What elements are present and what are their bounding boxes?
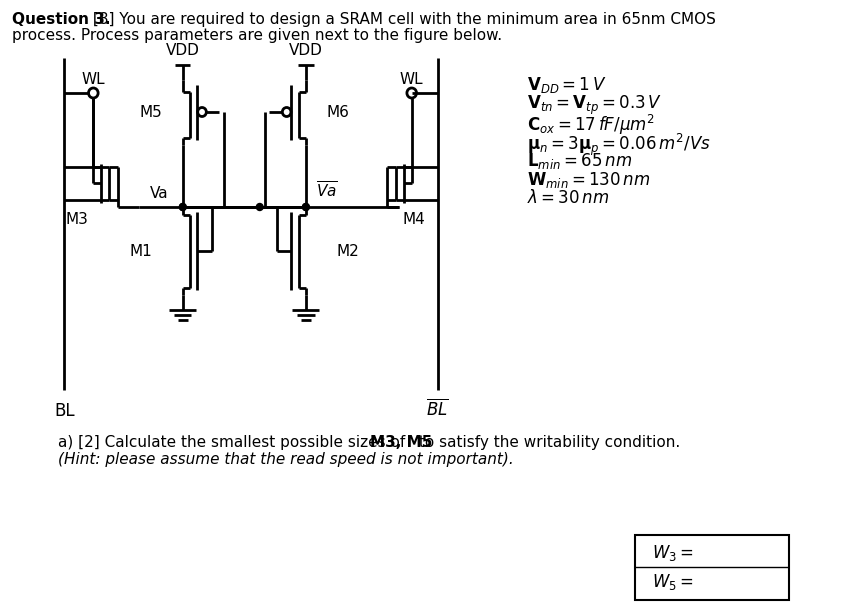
FancyBboxPatch shape — [635, 535, 789, 600]
Text: Va: Va — [149, 186, 168, 201]
Circle shape — [256, 204, 263, 210]
Text: $\overline{BL}$: $\overline{BL}$ — [426, 398, 449, 419]
Text: $\overline{Va}$: $\overline{Va}$ — [315, 181, 338, 201]
Circle shape — [302, 204, 309, 210]
Text: WL: WL — [400, 72, 423, 86]
Text: M3, M5: M3, M5 — [370, 435, 433, 450]
Text: M2: M2 — [337, 243, 359, 259]
Text: (Hint: please assume that the read speed is not important).: (Hint: please assume that the read speed… — [58, 452, 514, 467]
Text: $\mathbf{W}_{min} = 130\,nm$: $\mathbf{W}_{min} = 130\,nm$ — [527, 170, 650, 190]
Text: M5: M5 — [140, 104, 162, 120]
Text: M3: M3 — [65, 212, 88, 227]
Text: M4: M4 — [402, 212, 425, 227]
Text: to satisfy the writability condition.: to satisfy the writability condition. — [414, 435, 679, 450]
Text: $\mathbf{\mu}_n = 3\mathbf{\mu}_p = 0.06\,m^2/Vs$: $\mathbf{\mu}_n = 3\mathbf{\mu}_p = 0.06… — [527, 132, 711, 158]
Text: $\mathbf{V}_{tn} = \mathbf{V}_{tp} = 0.3\,V$: $\mathbf{V}_{tn} = \mathbf{V}_{tp} = 0.3… — [527, 94, 662, 117]
Text: Question 3.: Question 3. — [11, 12, 110, 27]
Text: $W_3 =$: $W_3 =$ — [652, 543, 694, 563]
Text: $\mathbf{C}_{ox} = 17\,fF/\mu m^2$: $\mathbf{C}_{ox} = 17\,fF/\mu m^2$ — [527, 113, 655, 137]
Text: a) [2] Calculate the smallest possible sizes of: a) [2] Calculate the smallest possible s… — [58, 435, 410, 450]
Text: BL: BL — [54, 402, 75, 420]
Text: VDD: VDD — [166, 43, 199, 58]
Text: VDD: VDD — [289, 43, 323, 58]
Text: $\mathbf{V}_{DD} = 1\,V$: $\mathbf{V}_{DD} = 1\,V$ — [527, 75, 606, 95]
Text: $W_5 =$: $W_5 =$ — [652, 572, 694, 592]
Circle shape — [180, 204, 186, 210]
Circle shape — [180, 204, 186, 210]
Text: WL: WL — [82, 72, 105, 86]
Text: $\mathbf{L}_{min} = 65\,nm$: $\mathbf{L}_{min} = 65\,nm$ — [527, 151, 632, 171]
Text: M1: M1 — [129, 243, 152, 259]
Text: [8] You are required to design a SRAM cell with the minimum area in 65nm CMOS: [8] You are required to design a SRAM ce… — [88, 12, 716, 27]
Text: $\lambda = 30\,nm$: $\lambda = 30\,nm$ — [527, 189, 610, 207]
Circle shape — [302, 204, 309, 210]
Text: M6: M6 — [326, 104, 349, 120]
Text: process. Process parameters are given next to the figure below.: process. Process parameters are given ne… — [11, 28, 502, 43]
